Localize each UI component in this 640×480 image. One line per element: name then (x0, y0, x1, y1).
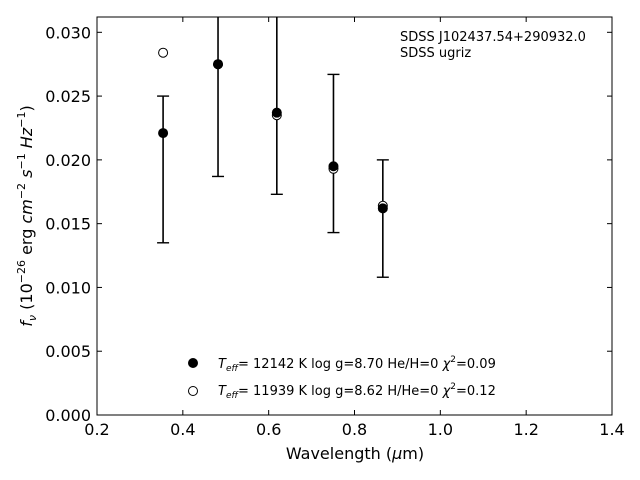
legend-entry-1: Teff= 12142 K log g=8.70 He/H=0 χ2=0.09 (218, 355, 496, 374)
model-point-filled (377, 203, 388, 214)
model-point-filled (271, 107, 282, 118)
model-point-filled (158, 128, 169, 139)
y-tick-label: 0.025 (45, 87, 91, 106)
model-point-filled (213, 59, 224, 70)
y-tick-label: 0.010 (45, 278, 91, 297)
x-tick-label: 0.4 (170, 420, 195, 439)
y-axis-label: fν (10−26 erg cm−2 s−1 Hz−1) (15, 105, 39, 326)
x-tick-label: 1.0 (428, 420, 453, 439)
legend-marker-open (188, 386, 198, 396)
filter-system-annotation: SDSS ugriz (400, 46, 471, 61)
y-tick-label: 0.015 (45, 215, 91, 234)
model-point-open (158, 47, 169, 58)
y-tick-label: 0.005 (45, 342, 91, 361)
data-markers (158, 47, 388, 214)
model-point-filled (328, 161, 339, 172)
x-tick-label: 0.2 (84, 420, 109, 439)
x-tick-label: 1.2 (513, 420, 538, 439)
x-tick-label: 0.8 (342, 420, 367, 439)
legend-entry-2: Teff= 11939 K log g=8.62 H/He=0 χ2=0.12 (218, 382, 496, 401)
x-tick-label: 1.4 (599, 420, 624, 439)
legend: Teff= 12142 K log g=8.70 He/H=0 χ2=0.09 … (188, 355, 496, 401)
error-bars (157, 17, 389, 278)
y-tick-label: 0.000 (45, 406, 91, 425)
legend-marker-filled (188, 358, 198, 368)
plot-frame (96, 16, 613, 416)
object-name-annotation: SDSS J102437.54+290932.0 (400, 30, 586, 45)
y-tick-label: 0.020 (45, 151, 91, 170)
x-axis-label: Wavelength (μm) (286, 444, 424, 463)
x-tick-label: 0.6 (256, 420, 281, 439)
y-tick-label: 0.030 (45, 23, 91, 42)
axis-ticks: 0.2 0.4 0.6 0.8 1.0 1.2 1.4 0.000 0.005 0.010 0.01… (45, 17, 625, 439)
